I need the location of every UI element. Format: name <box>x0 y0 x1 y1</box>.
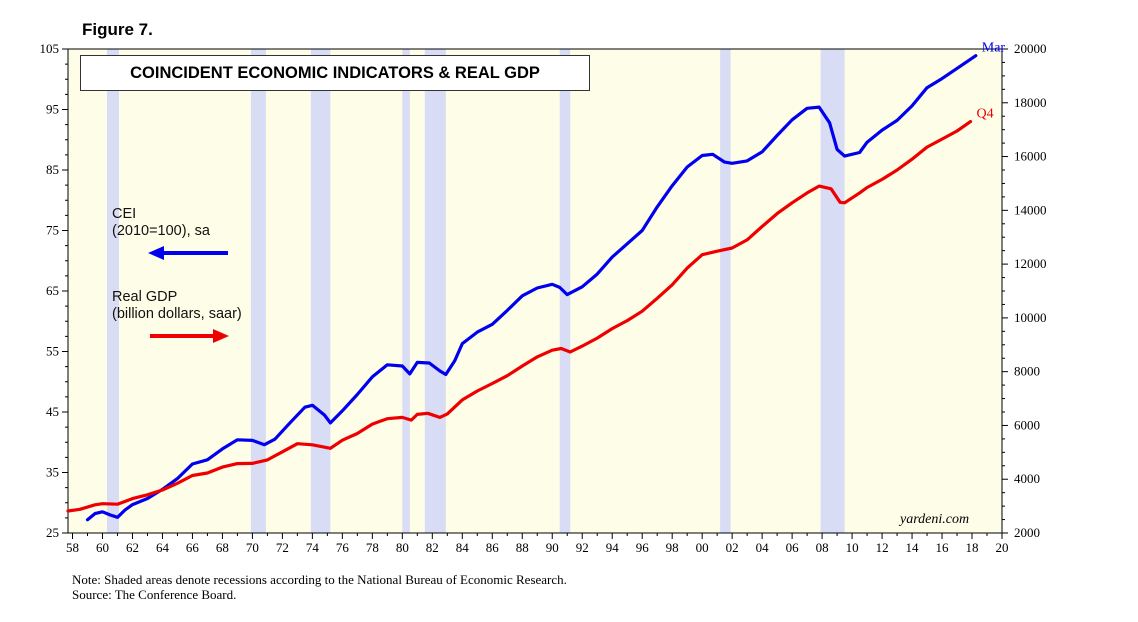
recession-band <box>310 49 331 533</box>
source-note: Source: The Conference Board. <box>72 587 237 602</box>
right-tick-label: 6000 <box>1014 417 1040 432</box>
x-tick-label: 98 <box>666 540 679 555</box>
legend-arrows <box>148 246 229 343</box>
x-tick-label: 68 <box>216 540 229 555</box>
footnotes: Note: Shaded areas denote recessions acc… <box>72 572 567 602</box>
left-tick-label: 35 <box>46 465 59 480</box>
recession-band <box>402 49 410 533</box>
cei-legend-unit: (2010=100), sa <box>112 223 210 239</box>
x-tick-label: 92 <box>576 540 589 555</box>
x-tick-label: 66 <box>186 540 200 555</box>
x-tick-label: 20 <box>996 540 1009 555</box>
x-tick-label: 84 <box>456 540 470 555</box>
left-axis: 25 35 45 55 65 75 85 95 105 <box>40 41 69 540</box>
figure-label: Figure 7. <box>82 20 153 39</box>
left-tick-label: 25 <box>46 525 59 540</box>
x-tick-label: 04 <box>756 540 770 555</box>
left-tick-label: 65 <box>46 283 59 298</box>
x-tick-label: 88 <box>516 540 529 555</box>
x-tick-label: 60 <box>96 540 109 555</box>
left-tick-label: 45 <box>46 404 59 419</box>
gdp-right-arrow-head <box>213 329 229 343</box>
recession-band <box>424 49 446 533</box>
x-tick-label: 72 <box>276 540 289 555</box>
x-tick-label: 08 <box>816 540 829 555</box>
x-tick-label: 96 <box>636 540 650 555</box>
left-tick-label: 75 <box>46 223 59 238</box>
chart-title: COINCIDENT ECONOMIC INDICATORS & REAL GD… <box>80 55 590 91</box>
cei-legend-name: CEI <box>112 206 137 222</box>
left-tick-label: 95 <box>46 102 59 117</box>
left-tick-label: 55 <box>46 344 59 359</box>
gdp-legend-unit: (billion dollars, saar) <box>112 306 242 322</box>
right-tick-label: 20000 <box>1014 41 1047 56</box>
x-tick-label: 76 <box>336 540 350 555</box>
right-tick-label: 16000 <box>1014 149 1047 164</box>
x-tick-label: 18 <box>966 540 979 555</box>
gdp-series-line <box>66 120 973 513</box>
x-tick-label: 74 <box>306 540 320 555</box>
x-tick-label: 82 <box>426 540 439 555</box>
plot-background <box>68 49 1002 533</box>
gdp-legend: Real GDP (billion dollars, saar) <box>112 289 242 323</box>
recession-band <box>250 49 266 533</box>
left-tick-label: 105 <box>40 41 60 56</box>
plot-background-layer <box>68 49 1002 533</box>
right-tick-label: 14000 <box>1014 202 1047 217</box>
right-tick-label: 12000 <box>1014 256 1047 271</box>
recession-note: Note: Shaded areas denote recessions acc… <box>72 572 567 587</box>
x-tick-label: 78 <box>366 540 379 555</box>
brand-watermark: yardeni.com <box>900 512 970 527</box>
x-tick-label: 62 <box>126 540 139 555</box>
x-tick-label: 80 <box>396 540 409 555</box>
cei-legend: CEI (2010=100), sa <box>112 206 210 240</box>
recession-band <box>720 49 731 533</box>
x-tick-label: 00 <box>696 540 709 555</box>
x-tick-label: 06 <box>786 540 800 555</box>
right-tick-label: 4000 <box>1014 471 1040 486</box>
right-tick-label: 10000 <box>1014 310 1047 325</box>
x-tick-label: 94 <box>606 540 620 555</box>
recession-band <box>820 49 845 533</box>
x-tick-label: 58 <box>66 540 79 555</box>
x-tick-label: 90 <box>546 540 559 555</box>
x-tick-label: 14 <box>906 540 920 555</box>
x-tick-label: 16 <box>936 540 950 555</box>
cei-series-line <box>85 54 978 522</box>
x-tick-label: 64 <box>156 540 170 555</box>
gdp-legend-name: Real GDP <box>112 289 178 305</box>
series-lines: Mar Q4 <box>66 41 1006 522</box>
right-tick-label: 8000 <box>1014 364 1040 379</box>
x-tick-label: 70 <box>246 540 259 555</box>
right-tick-label: 2000 <box>1014 525 1040 540</box>
x-tick-label: 10 <box>846 540 859 555</box>
left-tick-label: 85 <box>46 162 59 177</box>
recession-band <box>106 49 119 533</box>
right-axis: 2000 4000 6000 8000 10000 12000 14000 16000 1800… <box>1001 41 1047 540</box>
cei-end-label: Mar <box>982 41 1006 56</box>
x-tick-label: 02 <box>726 540 739 555</box>
x-axis: 58 60 62 64 66 68 70 72 74 76 78 80 82 84 86 88 90 92 94 96… <box>66 48 1009 555</box>
right-tick-label: 18000 <box>1014 95 1047 110</box>
x-tick-label: 12 <box>876 540 889 555</box>
x-tick-label: 86 <box>486 540 500 555</box>
cei-left-arrow-head <box>148 246 164 260</box>
gdp-end-label: Q4 <box>977 107 994 122</box>
